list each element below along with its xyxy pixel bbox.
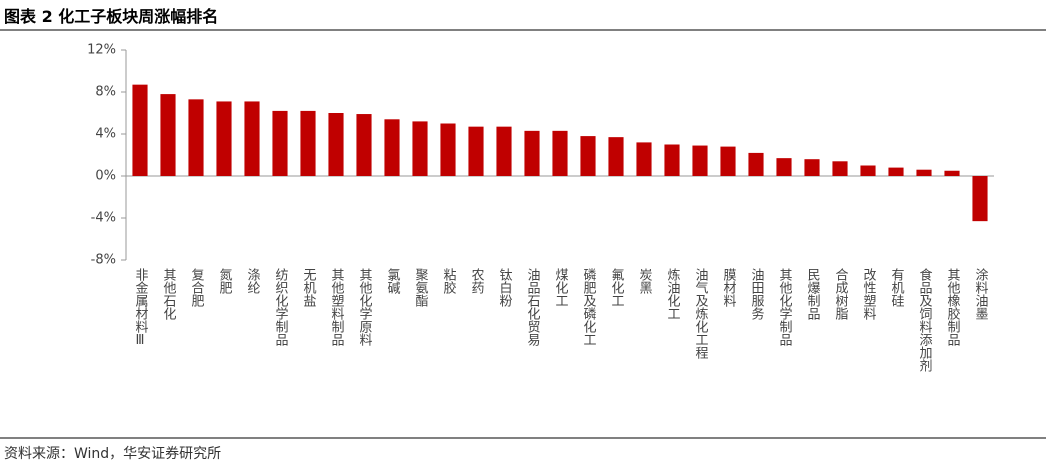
x-tick-label: 无机盐 [301,268,317,307]
x-tick-label: 涂料油墨 [973,267,989,320]
x-tick-label: 复合肥 [189,268,205,308]
x-tick-label: 氟化工 [609,268,625,307]
y-tick-label: 0% [95,169,116,184]
bar [860,165,876,176]
x-tick-label: 聚氨酯 [413,268,429,307]
x-tick-label: 油气及炼化工程 [693,268,709,360]
bar [608,137,624,176]
x-tick-label: 食品及饲料添加剂 [917,267,933,372]
x-tick-label: 油田服务 [749,268,765,320]
source-note: 资料来源：Wind，华安证券研究所 [4,446,221,462]
x-tick-label: 有机硅 [889,268,905,307]
x-tick-label: 涤纶 [245,268,261,294]
x-tick-label: 其他化学原料 [357,268,373,346]
x-tick-label: 其他石化 [161,268,177,321]
bar [888,167,904,176]
bar [580,136,596,176]
bar [216,101,232,176]
bar [692,145,708,176]
chart-title: 图表 2 化工子板块周涨幅排名 [4,7,218,26]
bar [776,158,792,176]
bar [916,169,932,176]
bar [272,110,288,176]
y-tick-label: -4% [91,211,116,226]
bar [188,99,204,176]
bar [804,159,820,176]
bar [356,114,372,176]
bar [552,130,568,176]
bar [944,170,960,176]
x-tick-label: 纺织化学制品 [273,268,289,346]
y-tick-label: -8% [91,253,116,268]
x-tick-label: 粘胶 [441,268,457,295]
bar [524,130,540,176]
bar [412,121,428,176]
x-tick-label: 农药 [469,268,485,294]
x-tick-label: 炭黑 [637,268,653,295]
bar [468,126,484,176]
x-tick-label: 膜材料 [721,268,737,307]
bar [748,152,764,176]
bar [972,176,988,222]
bar [496,126,512,176]
y-tick-label: 4% [95,127,116,142]
x-tick-label: 其他橡胶制品 [945,268,961,346]
bar [328,113,344,176]
y-tick-label: 8% [95,85,116,100]
bar [384,119,400,176]
bar [300,110,316,176]
x-tick-label: 其他化学制品 [777,268,793,346]
bar [440,123,456,176]
x-tick-label: 磷肥及磷化工 [581,268,597,346]
x-tick-label: 合成树脂 [833,268,849,320]
x-tick-label: 氮肥 [217,268,233,295]
bar [244,101,260,176]
x-tick-label: 改性塑料 [861,268,877,320]
x-tick-label: 民爆制品 [805,268,821,320]
x-tick-label: 氯碱 [385,268,401,294]
x-tick-label: 油品石化贸易 [525,268,541,347]
bar [132,84,148,176]
x-tick-label: 钛白粉 [497,268,513,307]
x-tick-label: 煤化工 [553,268,569,307]
bar [636,142,652,176]
bar [664,144,680,176]
x-tick-label: 其他塑料制品 [329,268,345,346]
x-tick-label: 炼油化工 [665,268,681,320]
bar [160,94,176,176]
bar [832,161,848,176]
bar [720,146,736,176]
x-tick-label: 非金属材料Ⅲ [133,268,149,348]
y-tick-label: 12% [87,43,116,58]
